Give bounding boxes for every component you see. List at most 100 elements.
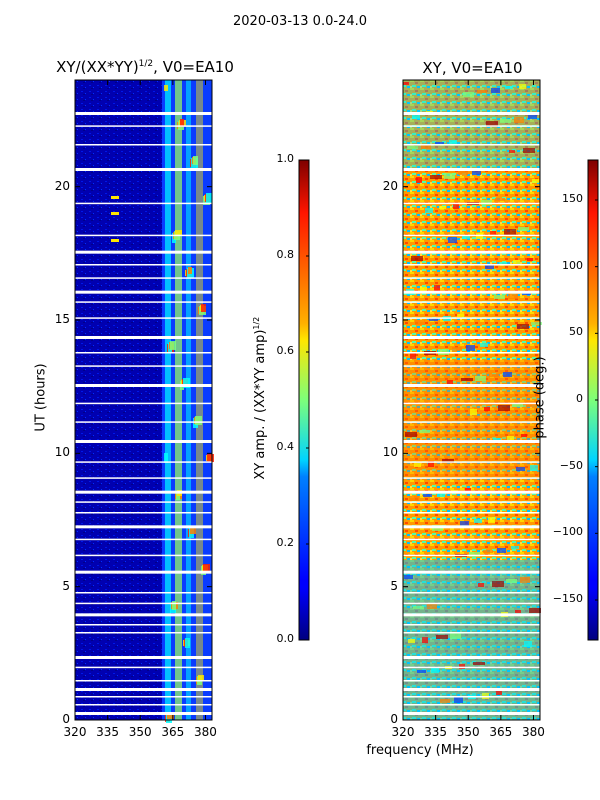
- heatmap-cell: [198, 675, 204, 681]
- colorbar-tick-label: 0.0: [276, 632, 295, 645]
- heatmap-cell: [481, 200, 492, 205]
- heatmap-cell: [425, 208, 433, 213]
- gap-row: [75, 501, 212, 503]
- heatmap-cell: [415, 320, 425, 325]
- heatmap-cell: [111, 239, 119, 242]
- heatmap-cell: [446, 523, 456, 527]
- gap-row: [403, 440, 540, 443]
- x-tick-label: 320: [391, 725, 415, 739]
- heatmap-cell: [427, 604, 437, 609]
- gap-row: [403, 290, 540, 294]
- gap-row: [403, 112, 540, 115]
- gap-row: [403, 477, 540, 479]
- colorbar-amp: [298, 159, 310, 641]
- gap-row: [403, 666, 540, 669]
- heatmap-cell: [480, 343, 488, 347]
- gap-row: [403, 384, 540, 387]
- panel1-title: XY/(XX*YY)1/2, V0=EA10: [56, 58, 234, 76]
- panel2-heatmap: [403, 80, 542, 720]
- heatmap-cell: [201, 304, 206, 312]
- heatmap-cell: [429, 318, 438, 321]
- heatmap-cell: [518, 227, 529, 231]
- gap-row: [403, 538, 540, 541]
- heatmap-cell: [531, 322, 542, 325]
- gap-row: [75, 264, 212, 266]
- colorbar-tick-label: 0: [576, 392, 583, 405]
- heatmap-cell: [436, 635, 448, 639]
- gap-row: [75, 680, 212, 682]
- gap-row: [403, 680, 540, 682]
- heatmap-cell: [517, 324, 529, 329]
- heatmap-cell: [404, 575, 413, 579]
- gap-row: [403, 512, 540, 514]
- gap-row: [403, 554, 540, 557]
- heatmap-cell: [490, 231, 496, 235]
- heatmap-cell: [442, 459, 454, 463]
- heatmap-cell: [412, 113, 420, 119]
- gap-row: [403, 264, 540, 266]
- heatmap-cell: [470, 409, 477, 415]
- heatmap-cell: [507, 436, 514, 441]
- heatmap-cell: [444, 173, 455, 179]
- heatmap-cell: [471, 266, 481, 269]
- gap-row: [75, 112, 212, 115]
- gap-row: [75, 696, 212, 698]
- heatmap-cell: [170, 341, 176, 350]
- heatmap-cell: [528, 115, 537, 119]
- heatmap-cell: [530, 465, 538, 471]
- gap-row: [75, 402, 212, 405]
- heatmap-cell: [492, 581, 504, 587]
- gap-row: [75, 125, 212, 127]
- gap-row: [403, 704, 540, 706]
- heatmap-cell: [185, 638, 190, 648]
- colorbar-phase-label: phase (deg.): [532, 356, 548, 439]
- x-tick-label: 380: [194, 725, 217, 739]
- colorbar-tick-label: 0.2: [276, 536, 295, 549]
- gap-row: [403, 144, 540, 146]
- heatmap-cell: [463, 92, 474, 97]
- gap-row: [403, 602, 540, 605]
- heatmap-cell: [513, 260, 520, 265]
- heatmap-cell: [465, 488, 471, 493]
- colorbar-tick-label: 150: [562, 192, 583, 205]
- colorbar-tick-label: −50: [559, 458, 583, 472]
- gap-row: [403, 570, 540, 574]
- heatmap-cell: [493, 438, 501, 441]
- heatmap-cell: [460, 521, 469, 527]
- gap-row: [403, 656, 540, 659]
- gap-row: [75, 624, 212, 626]
- heatmap-cell: [416, 177, 422, 183]
- gap-row: [75, 365, 212, 367]
- y-tick-label: 15: [382, 312, 398, 326]
- colorbar-tick-label: 100: [562, 258, 583, 272]
- heatmap-cell: [448, 237, 457, 243]
- panel1-heatmap: [75, 80, 214, 723]
- heatmap-cell: [473, 662, 485, 665]
- heatmap-cell: [527, 258, 533, 261]
- heatmap-cell: [497, 548, 506, 553]
- heatmap-cell: [188, 267, 192, 274]
- heatmap-cell: [207, 454, 214, 462]
- heatmap-cell: [180, 119, 184, 127]
- colorbar-tick-label: −100: [552, 525, 583, 539]
- heatmap-cell: [164, 453, 168, 463]
- gap-row: [403, 501, 540, 503]
- gap-row: [75, 712, 212, 715]
- panel1-frame: [74, 79, 213, 721]
- heatmap-cell: [489, 374, 499, 377]
- gap-row: [403, 234, 540, 237]
- gap-row: [403, 365, 540, 367]
- heatmap-cell: [461, 378, 473, 381]
- x-tick-label: 320: [63, 725, 87, 739]
- heatmap-cell: [478, 583, 484, 587]
- gap-row: [403, 613, 540, 617]
- heatmap-cell: [435, 142, 444, 145]
- gap-row: [75, 234, 212, 237]
- gap-row: [75, 525, 212, 529]
- heatmap-cell: [511, 546, 519, 549]
- heatmap-cell: [466, 345, 475, 351]
- heatmap-cell: [420, 287, 427, 291]
- x-tick-label: 335: [96, 725, 120, 739]
- gap-row: [75, 554, 212, 557]
- panel2-title: XY, V0=EA10: [422, 59, 523, 77]
